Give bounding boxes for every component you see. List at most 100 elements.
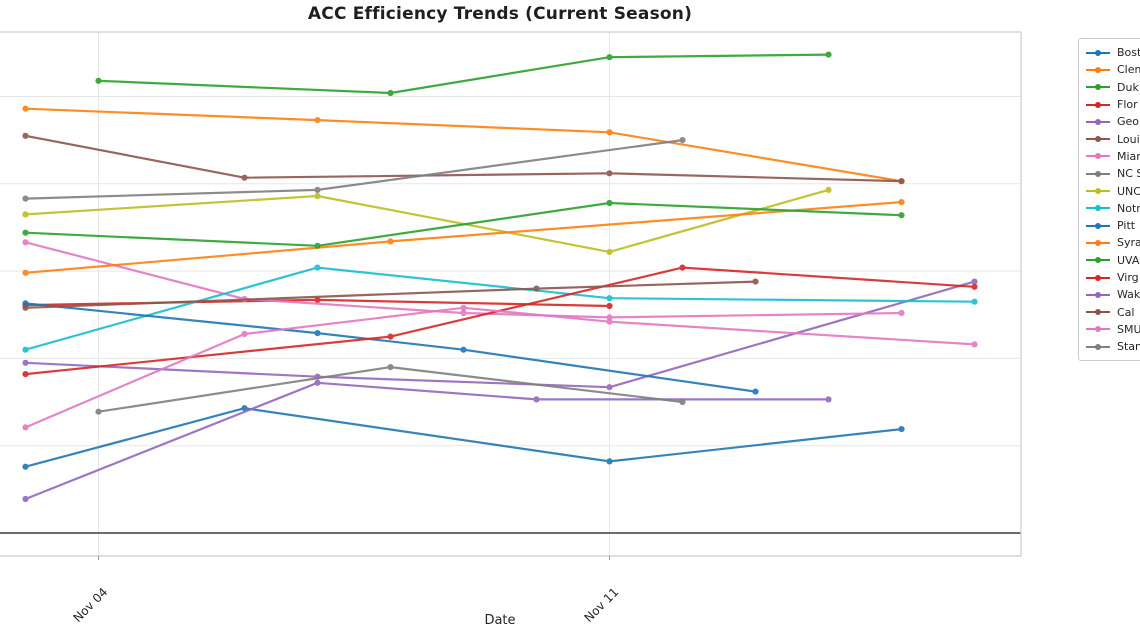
legend-label: Cal <box>1117 305 1135 319</box>
legend-label: Bost <box>1117 46 1140 60</box>
data-point-flor <box>606 302 613 310</box>
data-point-bost <box>22 463 29 470</box>
legend-item-uva: UVA <box>1086 252 1140 269</box>
legend-item-stan: Stan <box>1086 338 1140 355</box>
data-point-loui <box>241 174 248 181</box>
series-line-wak <box>22 379 832 503</box>
data-point-notr <box>606 295 613 302</box>
data-point-pitt <box>752 388 759 395</box>
legend-line-marker-icon <box>1086 238 1110 248</box>
data-point-stan <box>387 364 394 371</box>
data-point-smu <box>22 424 29 431</box>
legend-item-pitt: Pitt <box>1086 217 1140 234</box>
data-point-cal <box>533 285 540 292</box>
legend-label: Flor <box>1117 98 1138 112</box>
gridlines <box>0 32 1021 556</box>
series-line-smu <box>22 304 978 431</box>
legend-item-geo: Geo <box>1086 113 1140 130</box>
legend-item-wak: Wak <box>1086 286 1140 303</box>
series-line-pitt <box>22 300 759 395</box>
series-line-notr <box>22 264 978 353</box>
series-line-cal <box>22 278 759 311</box>
series-line-unc <box>22 186 832 255</box>
series-line-bost <box>22 405 905 470</box>
legend-line-marker-icon <box>1086 48 1110 58</box>
data-point-uva <box>898 212 905 219</box>
data-point-smu <box>460 304 467 311</box>
legend-item-nc-s: NC S <box>1086 165 1140 182</box>
legend-line-marker-icon <box>1086 65 1110 75</box>
chart-title: ACC Efficiency Trends (Current Season) <box>307 4 693 24</box>
series-line-clem <box>22 105 905 185</box>
legend-item-notr: Notr <box>1086 200 1140 217</box>
data-point-syra <box>387 238 394 245</box>
legend-line-marker-icon <box>1086 342 1110 352</box>
legend-item-loui: Loui <box>1086 130 1140 147</box>
legend-label: SMU <box>1117 322 1140 336</box>
legend-line-marker-icon <box>1086 255 1110 265</box>
data-point-duk <box>95 77 102 84</box>
legend-line-marker-icon <box>1086 203 1110 213</box>
legend-label: Geo <box>1117 115 1140 129</box>
data-point-loui <box>606 170 613 177</box>
legend-item-virg: Virg <box>1086 269 1140 286</box>
data-point-stan <box>679 398 686 406</box>
legend-line-marker-icon <box>1086 273 1110 283</box>
legend-label: NC S <box>1117 167 1140 181</box>
legend-label: Clem <box>1117 63 1140 77</box>
legend-label: Wak <box>1117 288 1140 302</box>
data-point-pitt <box>22 300 29 307</box>
data-point-duk <box>387 89 394 97</box>
data-point-loui <box>898 178 905 185</box>
data-point-clem <box>22 105 29 112</box>
legend-label: Syra <box>1117 236 1140 250</box>
legend-label: Stan <box>1117 340 1140 354</box>
data-point-loui <box>22 132 29 139</box>
data-point-nc-s <box>22 195 29 202</box>
data-point-syra <box>898 199 905 206</box>
data-point-nc-s <box>314 186 321 193</box>
legend-item-cal: Cal <box>1086 303 1140 320</box>
data-point-wak <box>533 396 540 403</box>
data-point-notr <box>22 346 29 353</box>
legend-item-smu: SMU <box>1086 321 1140 338</box>
series-line-virg <box>22 264 978 378</box>
data-point-syra <box>22 269 29 276</box>
data-point-uva <box>314 242 321 249</box>
series-line-geo <box>22 278 978 391</box>
legend-line-marker-icon <box>1086 186 1110 196</box>
data-point-pitt <box>314 330 321 337</box>
data-point-geo <box>971 278 978 285</box>
data-point-wak <box>314 379 321 386</box>
legend-item-bost: Bost <box>1086 44 1140 61</box>
data-point-clem <box>314 117 321 124</box>
data-point-virg <box>971 283 978 290</box>
data-point-virg <box>387 333 394 340</box>
x-tick-marks <box>98 556 610 560</box>
data-point-pitt <box>460 346 467 353</box>
legend-label: UNC <box>1117 184 1140 198</box>
data-point-cal <box>752 278 759 285</box>
x-axis-label: Date <box>484 613 516 628</box>
data-point-virg <box>22 371 29 378</box>
data-point-smu <box>971 341 978 348</box>
data-point-cal <box>22 304 29 311</box>
data-point-uva <box>606 199 613 207</box>
legend: Bost Clem Duk Flor Geo Loui Miam NC S UNC Notr Pit… <box>1078 38 1140 362</box>
legend-label: Notr <box>1117 201 1140 215</box>
data-point-geo <box>606 384 613 391</box>
data-point-wak <box>825 396 832 403</box>
data-point-bost <box>898 426 905 433</box>
legend-item-syra: Syra <box>1086 234 1140 251</box>
legend-line-marker-icon <box>1086 151 1110 161</box>
legend-line-marker-icon <box>1086 221 1110 231</box>
legend-line-marker-icon <box>1086 100 1110 110</box>
data-point-miam <box>460 309 467 317</box>
data-point-stan <box>95 408 102 415</box>
series-line-uva <box>22 199 905 249</box>
legend-item-miam: Miam <box>1086 148 1140 165</box>
legend-label: Loui <box>1117 132 1140 146</box>
legend-item-unc: UNC <box>1086 182 1140 199</box>
